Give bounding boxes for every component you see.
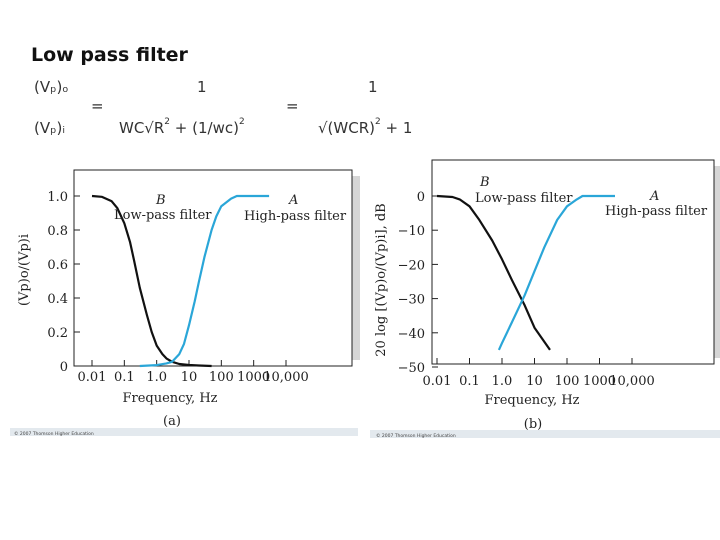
eq-den1-exp: 2 — [164, 117, 171, 127]
x-tick-label: 0.1 — [459, 374, 480, 389]
figb-credit: © 2007 Thomson Higher Education — [376, 432, 456, 439]
eq-denominator-1: WC√R2 + (1/wc)2 — [119, 117, 245, 137]
slide-title: Low pass filter — [31, 44, 188, 66]
y-tick-label: −50 — [398, 361, 425, 376]
eq-den1-main: WC√R — [119, 119, 165, 137]
series-label-a: High-pass filter — [244, 209, 347, 224]
eq-den2-main: √(WCR) — [318, 119, 375, 137]
x-axis-label: Frequency, Hz — [122, 391, 217, 406]
eq-den1-exp2: 2 — [238, 117, 245, 127]
figa-credit-bar — [10, 428, 358, 436]
x-tick-label: 0.01 — [78, 370, 107, 385]
eq-equals-2: = — [286, 97, 299, 115]
y-tick-label: −40 — [398, 327, 425, 342]
eq-numerator-2: 1 — [368, 78, 378, 96]
panel-label: (a) — [163, 414, 181, 429]
x-tick-label: 1.0 — [492, 374, 513, 389]
series-line-a — [139, 194, 270, 368]
eq-den2-tail: + 1 — [380, 119, 413, 137]
x-tick-label: 100 — [555, 374, 580, 389]
y-axis-label: 20 log [(Vp)o/(Vp)i], dB — [374, 203, 389, 356]
eq-numerator-1: 1 — [197, 78, 207, 96]
x-tick-label: 1.0 — [146, 370, 167, 385]
x-tick-label: 1000 — [583, 374, 616, 389]
panel-label: (b) — [524, 417, 542, 432]
y-tick-label: 0.4 — [47, 292, 68, 307]
series-line-b — [436, 194, 551, 351]
y-tick-label: 0.6 — [47, 258, 68, 273]
eq-equals-1: = — [91, 97, 104, 115]
figb-credit-bar — [370, 430, 720, 438]
x-tick-label: 10,000 — [263, 370, 309, 385]
figa-plot-area — [73, 169, 353, 367]
y-tick-label: −20 — [398, 258, 425, 273]
y-tick-label: −10 — [398, 224, 425, 239]
x-tick-label: 100 — [209, 370, 234, 385]
figa-credit: © 2007 Thomson Higher Education — [14, 430, 94, 437]
x-tick-label: 10 — [181, 370, 198, 385]
x-tick-label: 10,000 — [609, 374, 655, 389]
x-tick-label: 0.1 — [114, 370, 135, 385]
x-axis-label: Frequency, Hz — [484, 393, 579, 408]
eq-den1-mid: + (1/wc) — [170, 119, 239, 137]
y-tick-label: −30 — [398, 293, 425, 308]
eq-lhs-denominator: (Vₚ)ᵢ — [34, 119, 66, 137]
series-line-b — [91, 194, 212, 368]
series-label-a: High-pass filter — [605, 204, 708, 219]
figb-plot-area — [431, 159, 715, 365]
y-axis-label: (Vp)o/(Vp)i — [17, 234, 32, 306]
x-tick-label: 0.01 — [423, 374, 452, 389]
series-line-a — [497, 194, 615, 351]
series-letter-b: B — [155, 193, 166, 208]
x-tick-label: 10 — [526, 374, 543, 389]
y-tick-label: 0 — [60, 360, 68, 375]
y-tick-label: 0.2 — [47, 326, 68, 341]
y-tick-label: 0 — [417, 190, 425, 205]
series-letter-b: B — [479, 175, 490, 190]
y-tick-label: 0.8 — [47, 224, 68, 239]
series-letter-a: A — [288, 193, 298, 208]
eq-den2-exp: 2 — [375, 117, 381, 127]
y-tick-label: 1.0 — [47, 190, 68, 205]
eq-denominator-2: √(WCR)2 + 1 — [318, 117, 413, 137]
series-label-b: Low-pass filter — [475, 191, 573, 206]
x-tick-label: 1000 — [237, 370, 270, 385]
series-label-b: Low-pass filter — [114, 208, 212, 223]
series-letter-a: A — [649, 189, 659, 204]
eq-lhs-numerator: (Vₚ)ₒ — [34, 78, 69, 96]
